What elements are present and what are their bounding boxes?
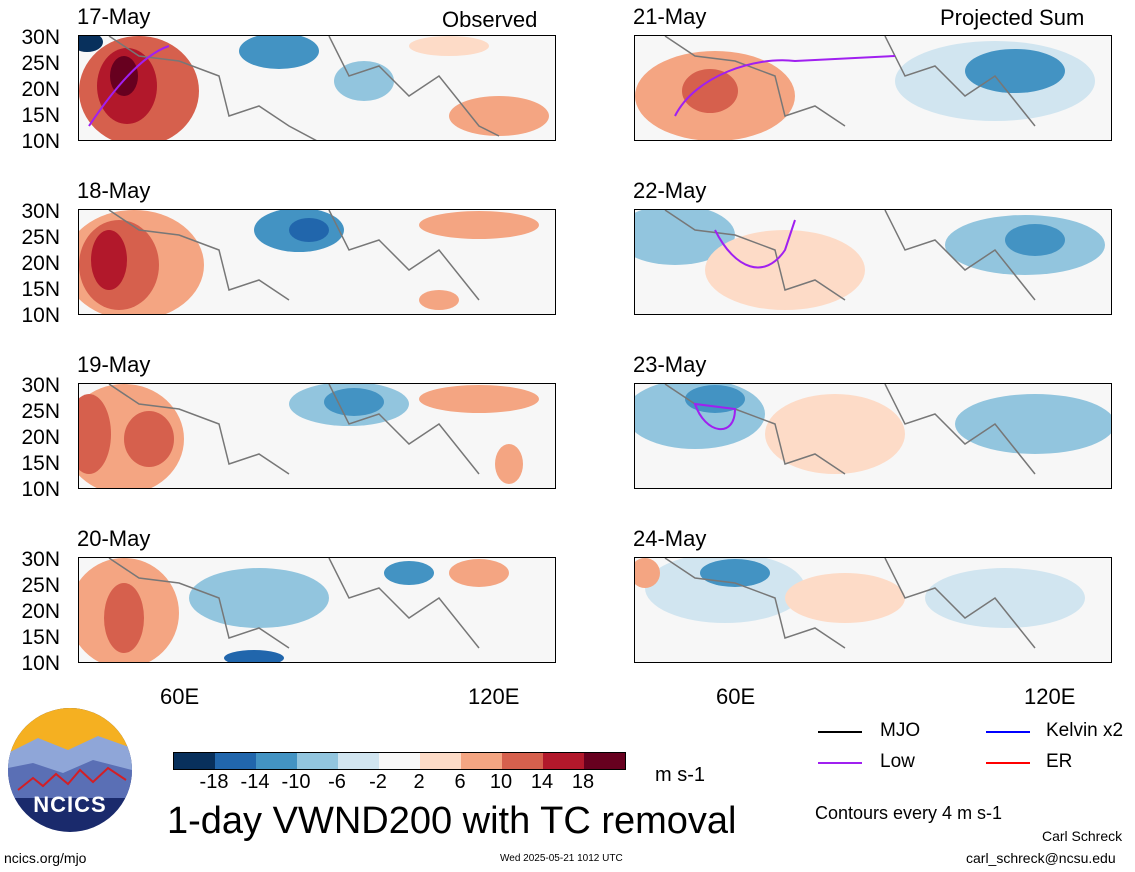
lat-label: 10N bbox=[21, 130, 60, 153]
footer-timestamp: Wed 2025-05-21 1012 UTC bbox=[500, 853, 623, 864]
map-field bbox=[635, 558, 1085, 649]
panel-date: 20-May bbox=[77, 526, 151, 551]
colorbar-swatch bbox=[502, 753, 543, 769]
map-panel-projected-3 bbox=[634, 383, 1112, 489]
map-field bbox=[79, 36, 549, 140]
panel-date: 19-May bbox=[77, 352, 151, 377]
colorbar-swatch bbox=[256, 753, 297, 769]
legend-label-mjo: MJO bbox=[880, 720, 921, 741]
colorbar-tick-label: 2 bbox=[413, 771, 425, 793]
legend-label-er: ER bbox=[1046, 751, 1073, 772]
panel-date: 18-May bbox=[77, 178, 151, 203]
colorbar-tick-label: 6 bbox=[454, 771, 466, 793]
legend-label-kelvin: Kelvin x2 bbox=[1046, 720, 1124, 741]
lat-label: 30N bbox=[21, 26, 60, 49]
legend-line-low bbox=[818, 762, 862, 764]
legend-line-kelvin bbox=[986, 731, 1030, 733]
lon-label: 120E bbox=[468, 684, 520, 709]
colorbar-swatch bbox=[174, 753, 215, 769]
lat-label: 20N bbox=[21, 426, 60, 449]
colorbar-tick-label: -18 bbox=[199, 771, 229, 793]
colorbar-swatch bbox=[338, 753, 379, 769]
map-field bbox=[635, 36, 1095, 140]
logo-text: NCICS bbox=[33, 792, 107, 817]
map-panel-observed-3 bbox=[78, 383, 556, 489]
legend-line-mjo bbox=[818, 731, 862, 733]
lon-label: 60E bbox=[716, 684, 756, 709]
lon-label: 60E bbox=[160, 684, 200, 709]
legend-line-er bbox=[986, 762, 1030, 764]
colorbar-swatch bbox=[584, 753, 625, 769]
map-panel-observed-1 bbox=[78, 35, 556, 141]
colorbar-swatch bbox=[297, 753, 338, 769]
observed-title: Observed bbox=[442, 7, 538, 32]
panel-date: 22-May bbox=[633, 178, 707, 203]
lat-label: 15N bbox=[21, 452, 60, 475]
ncics-logo: NCICS bbox=[8, 708, 132, 832]
lat-label: 10N bbox=[21, 652, 60, 675]
colorbar-unit: m s-1 bbox=[655, 764, 705, 786]
map-panel-projected-1 bbox=[634, 35, 1112, 141]
colorbar bbox=[173, 752, 626, 770]
colorbar-tick-label: 10 bbox=[489, 771, 513, 793]
lat-label: 20N bbox=[21, 252, 60, 275]
map-field bbox=[79, 558, 509, 662]
colorbar-swatch bbox=[461, 753, 502, 769]
lat-label: 15N bbox=[21, 104, 60, 127]
panel-date: 21-May bbox=[633, 4, 707, 29]
panel-date: 17-May bbox=[77, 4, 151, 29]
lat-label: 15N bbox=[21, 278, 60, 301]
footer-email[interactable]: carl_schreck@ncsu.edu bbox=[966, 850, 1116, 866]
panel-date: 23-May bbox=[633, 352, 707, 377]
map-panel-observed-2 bbox=[78, 209, 556, 315]
projected-sum-title: Projected Sum bbox=[940, 5, 1085, 30]
colorbar-tick-label: -2 bbox=[369, 771, 387, 793]
lat-label: 30N bbox=[21, 548, 60, 571]
colorbar-swatch bbox=[420, 753, 461, 769]
colorbar-tick-label: -6 bbox=[328, 771, 346, 793]
map-field bbox=[635, 384, 1111, 475]
footer-site-link[interactable]: ncics.org/mjo bbox=[4, 850, 87, 866]
lat-label: 10N bbox=[21, 304, 60, 327]
panel-date: 24-May bbox=[633, 526, 707, 551]
colorbar-tick-label: 18 bbox=[571, 771, 595, 793]
lat-label: 30N bbox=[21, 374, 60, 397]
colorbar-tick-label: -14 bbox=[240, 771, 270, 793]
map-panel-projected-4 bbox=[634, 557, 1112, 663]
map-field bbox=[635, 210, 1105, 310]
lat-label: 15N bbox=[21, 626, 60, 649]
map-field bbox=[79, 210, 539, 314]
colorbar-swatch bbox=[379, 753, 420, 769]
legend-label-low: Low bbox=[880, 751, 915, 772]
map-panel-observed-4 bbox=[78, 557, 556, 663]
main-title: 1-day VWND200 with TC removal bbox=[167, 800, 737, 842]
lat-label: 25N bbox=[21, 226, 60, 249]
contours-note: Contours every 4 m s-1 bbox=[815, 803, 1003, 823]
colorbar-swatch bbox=[543, 753, 584, 769]
lon-label: 120E bbox=[1024, 684, 1076, 709]
lat-label: 20N bbox=[21, 600, 60, 623]
footer-author: Carl Schreck bbox=[1042, 828, 1123, 844]
colorbar-swatch bbox=[215, 753, 256, 769]
lat-label: 20N bbox=[21, 78, 60, 101]
lat-label: 30N bbox=[21, 200, 60, 223]
lat-label: 25N bbox=[21, 52, 60, 75]
lat-label: 25N bbox=[21, 574, 60, 597]
colorbar-tick-label: -10 bbox=[281, 771, 311, 793]
map-field bbox=[79, 384, 539, 488]
lat-label: 10N bbox=[21, 478, 60, 501]
colorbar-tick-label: 14 bbox=[530, 771, 554, 793]
map-panel-projected-2 bbox=[634, 209, 1112, 315]
lat-label: 25N bbox=[21, 400, 60, 423]
